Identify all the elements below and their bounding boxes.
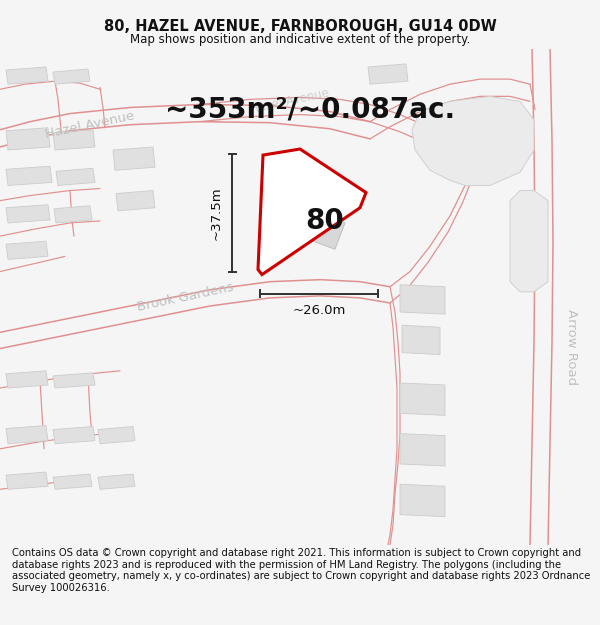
- Polygon shape: [402, 325, 440, 354]
- Polygon shape: [98, 474, 135, 489]
- Polygon shape: [400, 434, 445, 466]
- Polygon shape: [6, 472, 48, 489]
- Text: 80: 80: [305, 207, 344, 235]
- Polygon shape: [54, 206, 92, 223]
- Text: Contains OS data © Crown copyright and database right 2021. This information is : Contains OS data © Crown copyright and d…: [12, 548, 590, 593]
- Polygon shape: [53, 373, 95, 388]
- Polygon shape: [6, 371, 48, 388]
- Polygon shape: [116, 191, 155, 211]
- Polygon shape: [368, 64, 408, 84]
- Text: ~37.5m: ~37.5m: [209, 186, 223, 239]
- Text: Brook Gardens: Brook Gardens: [136, 280, 235, 314]
- Text: ~26.0m: ~26.0m: [292, 304, 346, 316]
- Polygon shape: [113, 147, 155, 170]
- Polygon shape: [510, 191, 548, 292]
- Polygon shape: [6, 67, 48, 84]
- Polygon shape: [400, 285, 445, 314]
- Text: Hazel Avenue: Hazel Avenue: [44, 109, 136, 141]
- Polygon shape: [300, 210, 345, 249]
- Polygon shape: [6, 205, 50, 223]
- Polygon shape: [53, 130, 95, 150]
- Text: Map shows position and indicative extent of the property.: Map shows position and indicative extent…: [130, 34, 470, 46]
- Polygon shape: [53, 474, 92, 489]
- Polygon shape: [53, 426, 95, 444]
- Polygon shape: [400, 383, 445, 416]
- Polygon shape: [6, 127, 50, 150]
- Text: 80, HAZEL AVENUE, FARNBOROUGH, GU14 0DW: 80, HAZEL AVENUE, FARNBOROUGH, GU14 0DW: [104, 19, 496, 34]
- Polygon shape: [412, 96, 534, 186]
- Text: Arrow Road: Arrow Road: [566, 309, 578, 386]
- Polygon shape: [6, 426, 48, 444]
- Polygon shape: [6, 241, 48, 259]
- Polygon shape: [6, 166, 52, 186]
- Text: ~353m²/~0.087ac.: ~353m²/~0.087ac.: [165, 96, 455, 124]
- Polygon shape: [98, 426, 135, 444]
- Polygon shape: [56, 168, 95, 186]
- Polygon shape: [53, 69, 90, 84]
- Polygon shape: [400, 484, 445, 517]
- Text: Hazel Avenue: Hazel Avenue: [250, 87, 331, 116]
- Polygon shape: [258, 149, 366, 274]
